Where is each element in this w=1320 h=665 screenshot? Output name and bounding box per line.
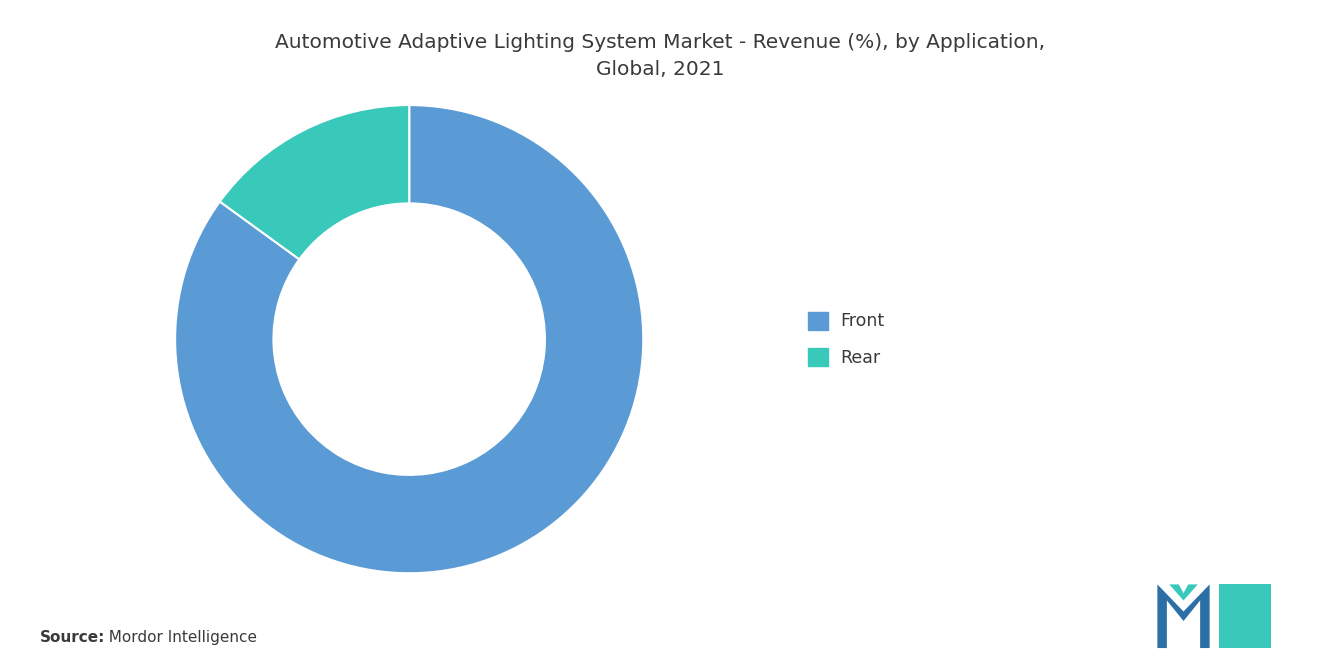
Text: Mordor Intelligence: Mordor Intelligence	[99, 630, 257, 645]
Wedge shape	[220, 105, 409, 259]
Text: Source:: Source:	[40, 630, 106, 645]
Text: Automotive Adaptive Lighting System Market - Revenue (%), by Application,
Global: Automotive Adaptive Lighting System Mark…	[275, 33, 1045, 78]
Polygon shape	[1158, 585, 1209, 648]
Polygon shape	[1170, 585, 1197, 600]
Wedge shape	[176, 105, 643, 573]
Polygon shape	[1220, 585, 1271, 648]
Legend: Front, Rear: Front, Rear	[801, 305, 892, 374]
